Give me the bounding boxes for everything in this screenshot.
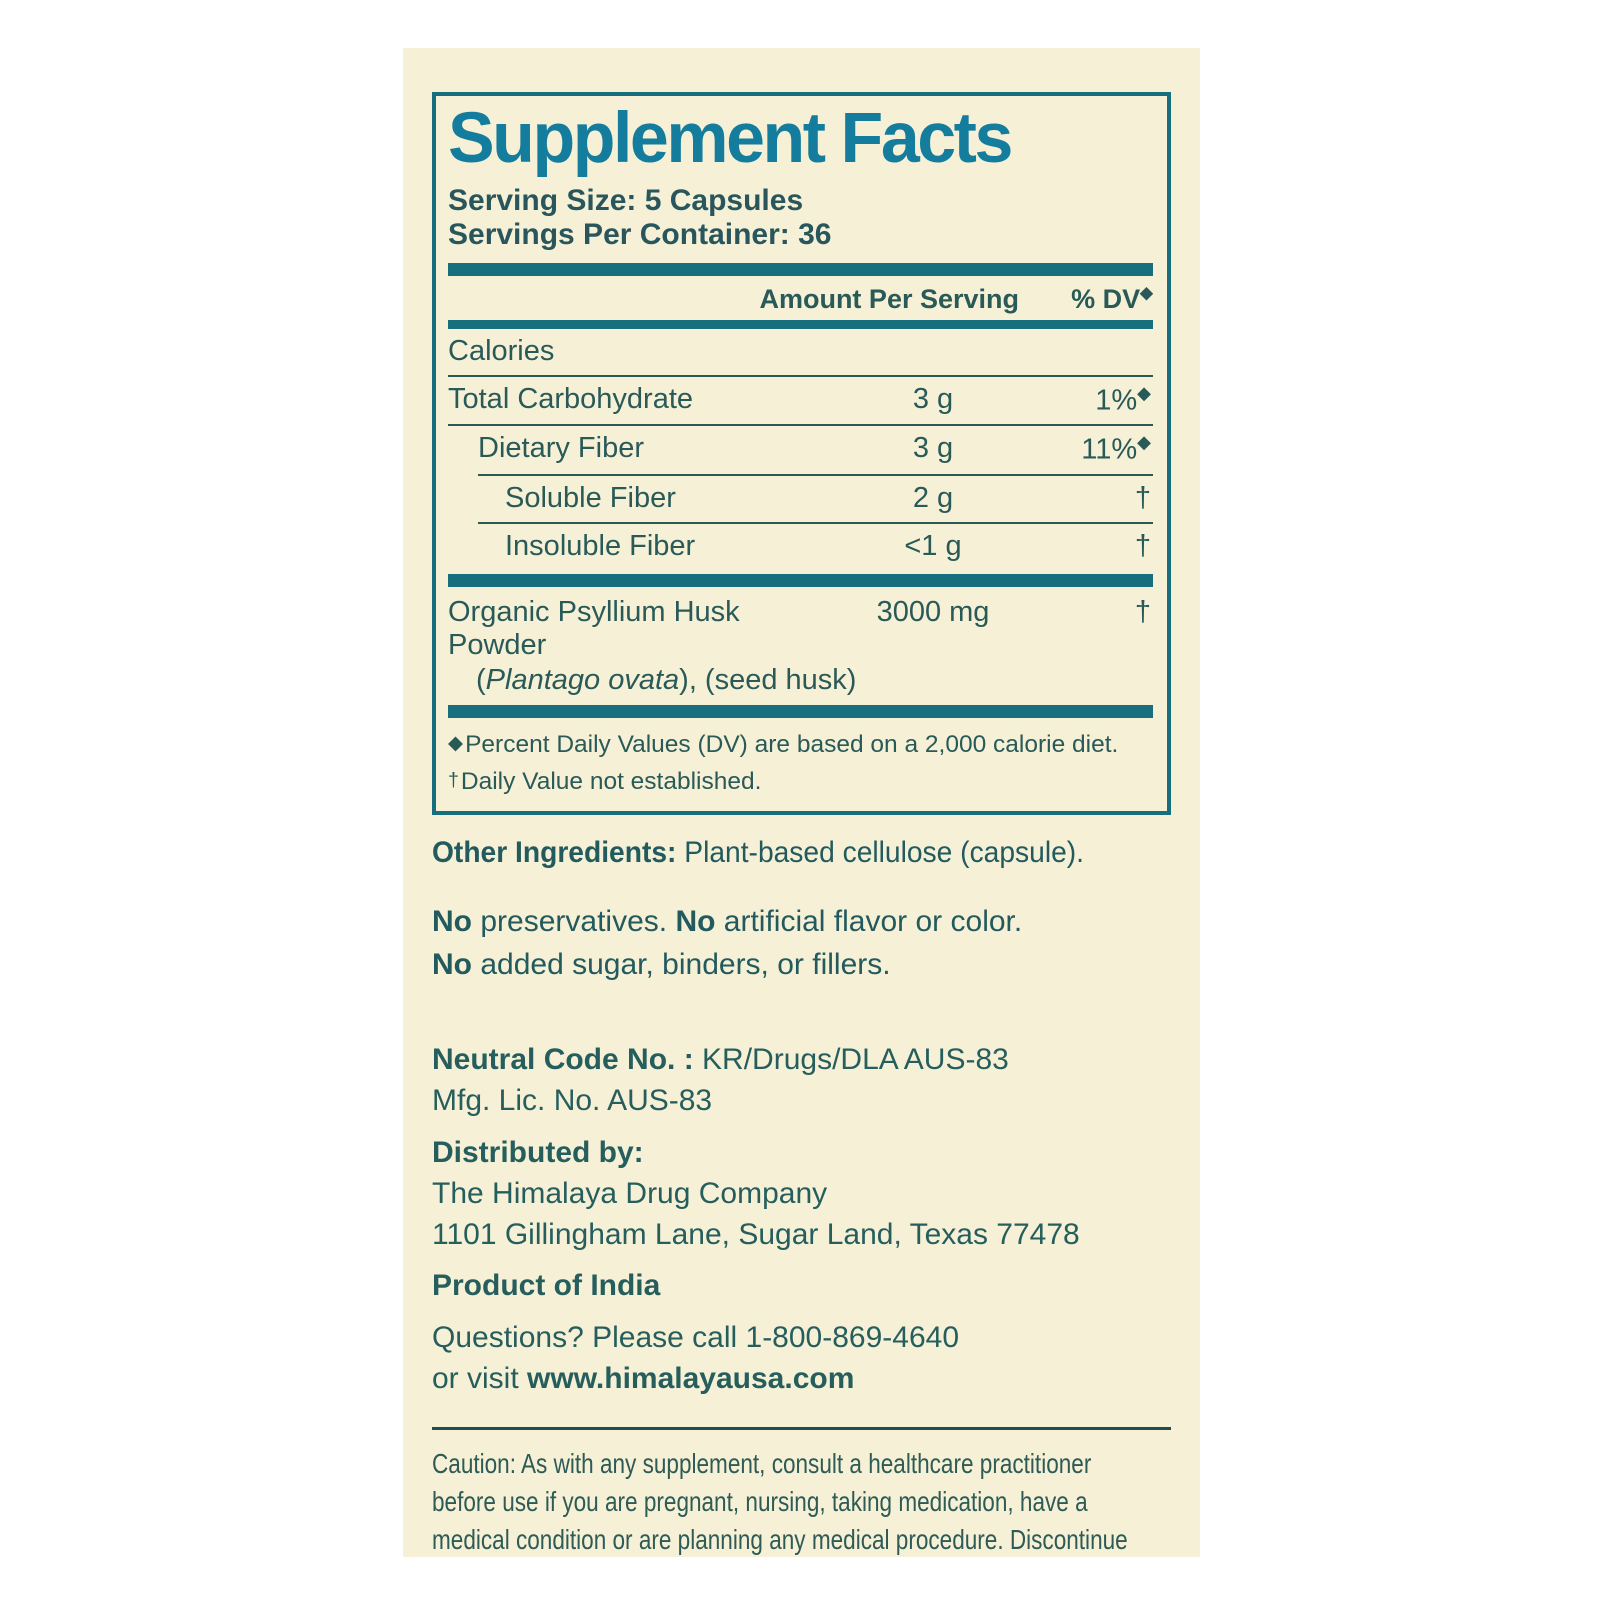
nutrient-amount: 3 g xyxy=(912,432,954,465)
ingredient-row-psyllium: Organic Psyllium Husk Powder 3000 mg † xyxy=(448,587,1153,664)
distributed-label: Distributed by: xyxy=(432,1136,644,1170)
serving-info: Serving Size: 5 Capsules Servings Per Co… xyxy=(448,184,1153,253)
neutral-code-label: Neutral Code No. : xyxy=(432,1043,694,1077)
nutrient-amount xyxy=(833,335,1033,368)
no-bold: No xyxy=(432,904,472,938)
regulatory-info: Neutral Code No. : KR/Drugs/DLA AUS-83 M… xyxy=(432,1040,1171,1399)
claim-text: added sugar, binders, or fillers. xyxy=(480,947,891,981)
ingredient-dv: † xyxy=(1134,596,1151,629)
ingredient-name: Organic Psyllium Husk Powder xyxy=(448,596,740,662)
nutrient-amount: <1 g xyxy=(904,530,962,563)
distributed-by-label: Distributed by: xyxy=(432,1133,1171,1174)
origin-text: Product of India xyxy=(432,1269,661,1303)
section-divider xyxy=(432,1426,1171,1430)
nutrient-dv: † xyxy=(1134,530,1151,563)
amount-per-serving-header: Amount Per Serving xyxy=(759,283,1019,314)
footnotes: ◆Percent Daily Values (DV) are based on … xyxy=(448,718,1153,803)
neutral-code-value: KR/Drugs/DLA AUS-83 xyxy=(702,1043,1009,1077)
servings-per-container: Servings Per Container: 36 xyxy=(448,218,832,252)
nutrient-row-dietary-fiber: Dietary Fiber 3 g 11%◆ xyxy=(448,426,1153,474)
claims-line-1: No preservatives. No artificial flavor o… xyxy=(432,901,1171,944)
caution-text: Caution: As with any supplement, consult… xyxy=(432,1447,1128,1556)
neutral-code: Neutral Code No. : KR/Drugs/DLA AUS-83 xyxy=(432,1040,1171,1081)
nutrient-row-calories: Calories xyxy=(448,329,1153,375)
nutrient-dv: 1%◆ xyxy=(1033,383,1153,418)
row-divider xyxy=(448,374,1153,377)
dv-value: 1% xyxy=(1095,384,1138,417)
ingredient-botanical-name: (Plantago ovata), (seed husk) xyxy=(476,664,1153,703)
row-divider xyxy=(448,424,1153,427)
visit-prefix: or visit xyxy=(432,1362,519,1395)
company-name: The Himalaya Drug Company xyxy=(432,1176,828,1210)
nutrient-name: Total Carbohydrate xyxy=(448,382,694,415)
claim-text: artificial flavor or color. xyxy=(723,904,1023,938)
paren-open: ( xyxy=(476,664,486,697)
nutrient-dv: 11%◆ xyxy=(1033,432,1153,467)
footnote-text: Daily Value not established. xyxy=(460,767,762,795)
diamond-icon: ◆ xyxy=(448,732,464,755)
row-divider xyxy=(478,522,1153,525)
ingredient-amount: 3000 mg xyxy=(876,596,990,629)
nutrient-row-total-carbohydrate: Total Carbohydrate 3 g 1%◆ xyxy=(448,377,1153,425)
claims-line-2: No added sugar, binders, or fillers. xyxy=(432,944,1171,987)
thick-rule xyxy=(448,262,1153,276)
nutrient-name: Soluble Fiber xyxy=(505,482,676,515)
dv-header-text: % DV xyxy=(1071,283,1141,314)
nutrient-dv: † xyxy=(1134,482,1151,515)
footnote-text: Percent Daily Values (DV) are based on a… xyxy=(465,731,1119,759)
nutrient-name: Dietary Fiber xyxy=(478,432,644,465)
nutrient-name: Calories xyxy=(448,334,555,367)
dv-value: 11% xyxy=(1081,434,1138,467)
questions-phone: Questions? Please call 1-800-869-4640 xyxy=(432,1321,960,1355)
dagger-icon: † xyxy=(448,768,459,791)
footnote-daily-values: ◆Percent Daily Values (DV) are based on … xyxy=(448,727,1153,764)
website-line: or visit www.himalayausa.com xyxy=(432,1359,1171,1400)
nutrient-row-soluble-fiber: Soluble Fiber 2 g † xyxy=(448,476,1153,522)
other-ingredients-text: Plant-based cellulose (capsule). xyxy=(684,835,1084,869)
serving-size: Serving Size: 5 Capsules xyxy=(448,183,804,217)
country-of-origin: Product of India xyxy=(432,1266,1171,1307)
thick-rule xyxy=(448,705,1153,719)
other-ingredients-label: Other Ingredients: xyxy=(432,835,677,869)
diamond-icon: ◆ xyxy=(1137,382,1151,403)
website-url: www.himalayausa.com xyxy=(527,1362,855,1395)
column-headers: Amount Per Serving % DV◆ xyxy=(448,276,1153,320)
nutrient-dv xyxy=(1033,335,1153,368)
no-bold: No xyxy=(432,947,472,981)
paren-rest: ), (seed husk) xyxy=(679,664,857,697)
thick-rule xyxy=(448,574,1153,588)
mfg-license: Mfg. Lic. No. AUS-83 xyxy=(432,1084,713,1118)
latin-name: Plantago ovata xyxy=(485,664,680,697)
other-ingredients: Other Ingredients: Plant-based cellulose… xyxy=(432,836,1127,870)
no-bold: No xyxy=(675,904,716,938)
claim-text: preservatives. xyxy=(480,904,668,938)
supplement-label: Supplement Facts Serving Size: 5 Capsule… xyxy=(403,48,1200,1557)
panel-title: Supplement Facts xyxy=(448,99,1013,178)
footnote-dv-not-established: †Daily Value not established. xyxy=(448,764,1153,801)
nutrient-amount: 2 g xyxy=(912,482,954,515)
nutrient-amount: 3 g xyxy=(912,382,954,415)
supplement-facts-panel: Supplement Facts Serving Size: 5 Capsule… xyxy=(432,92,1171,815)
diamond-icon: ◆ xyxy=(1137,432,1151,453)
thick-rule xyxy=(448,319,1153,329)
percent-dv-header: % DV◆ xyxy=(1023,282,1153,315)
claims: No preservatives. No artificial flavor o… xyxy=(432,901,1171,987)
nutrient-name: Insoluble Fiber xyxy=(505,530,696,563)
nutrient-row-insoluble-fiber: Insoluble Fiber <1 g † xyxy=(448,524,1153,570)
company-address: 1101 Gillingham Lane, Sugar Land, Texas … xyxy=(432,1217,1080,1251)
row-divider xyxy=(478,474,1153,477)
diamond-icon: ◆ xyxy=(1140,282,1153,302)
